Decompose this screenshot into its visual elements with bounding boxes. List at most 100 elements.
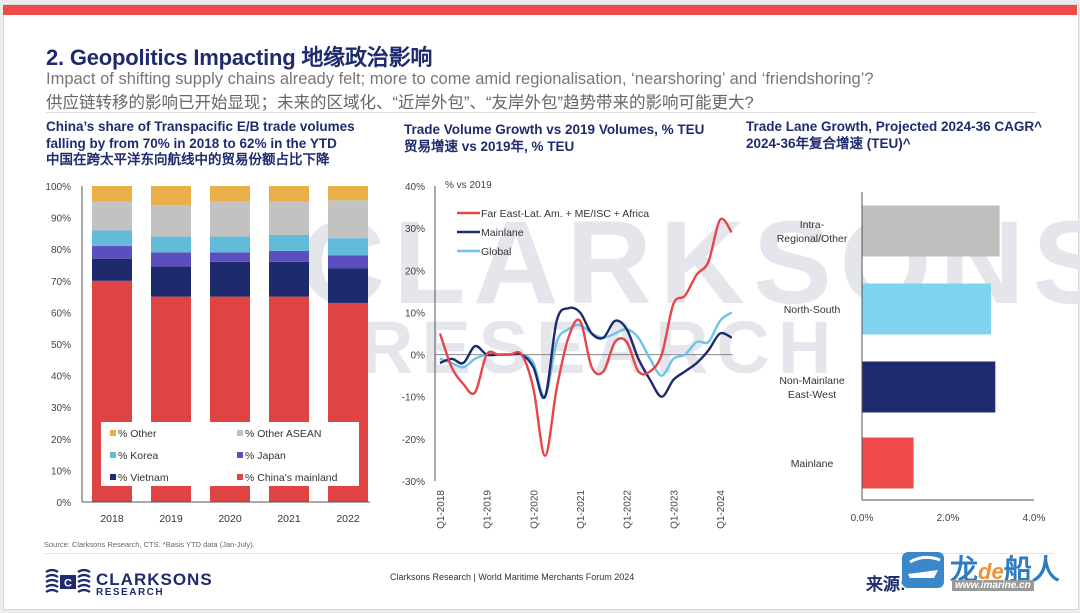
x-tick-label: Q1-2020 [529,490,540,529]
x-tick-label: Q1-2023 [669,490,680,529]
x-tick-label: 2.0% [937,513,960,524]
x-tick-label: 2018 [100,513,124,525]
bar-segment [210,186,250,202]
bar-segment [210,236,250,253]
x-tick-label: 2022 [336,513,360,525]
x-tick-label: 4.0% [1023,513,1046,524]
legend-label: % Japan [245,450,286,462]
y-tick-label: 30% [51,403,71,414]
y-tick-label: 0% [411,351,426,362]
legend-label: Global [481,246,511,258]
bar-segment [92,258,132,281]
logo-name: CLARKSONS [96,570,213,589]
y-tick-label: -30% [402,477,425,488]
y-tick-label: 20% [51,435,71,446]
bar-segment [269,186,309,202]
y-tick-label: 0% [57,498,72,509]
legend-box [101,422,359,486]
bar [862,361,996,413]
chart3-title: Trade Lane Growth, Projected 2024-36 CAG… [746,119,1042,152]
page-title: 2. Geopolitics Impacting 地缘政治影响 [46,45,433,70]
y-tick-label: 50% [51,340,71,351]
chart2-title-line: Trade Volume Growth vs 2019 Volumes, % T… [404,122,705,137]
bar-segment [328,238,368,256]
footer-center-text: Clarksons Research | World Maritime Merc… [390,572,635,582]
chart3-title-line: Trade Lane Growth, Projected 2024-36 CAG… [746,119,1042,134]
subtitle-en: Impact of shifting supply chains already… [46,70,874,88]
bar-segment [151,266,191,297]
ship-icon [902,552,944,588]
bar-segment [328,186,368,201]
legend-swatch [110,430,116,436]
legend-swatch [237,430,243,436]
bar-segment [328,200,368,239]
bar-segment [269,261,309,297]
bar [862,437,914,489]
bar [862,205,1000,257]
category-label: Mainlane [791,458,834,470]
bar-segment [92,230,132,247]
category-label: Non-Mainlane [779,375,845,387]
bar-segment [269,201,309,235]
bar-segment [92,201,132,231]
chart2-title-line: 贸易增速 vs 2019年, % TEU [404,138,575,154]
y-tick-label: 80% [51,245,71,256]
watermark-url: www.imarine.cn [952,580,1034,591]
y-tick-label: 10% [405,308,425,319]
x-tick-label: 2021 [277,513,301,525]
bar-segment [92,246,132,259]
y-tick-label: -10% [402,393,425,404]
y-tick-label: 40% [51,372,71,383]
bar-segment [210,261,250,297]
category-label: Intra- [800,219,825,231]
y-tick-label: 70% [51,277,71,288]
y-tick-label: 10% [51,466,71,477]
brand-long: 龙 [950,554,979,585]
brand-de: de [978,559,1004,584]
y-tick-label: 40% [405,182,425,193]
divider [46,112,1036,113]
legend-swatch [237,452,243,458]
legend-label: Far East-Lat. Am. + ME/ISC + Africa [481,208,649,220]
x-tick-label: 0.0% [851,513,874,524]
bar-segment [151,186,191,205]
clarksons-logo-icon: C [45,568,91,593]
y-tick-label: 90% [51,214,71,225]
legend-label: % Other [118,428,157,440]
accent-bar [3,5,1077,15]
legend-label: % Vietnam [118,472,169,484]
footer-divider [44,553,1054,554]
chart1-title: China’s share of Transpacific E/B trade … [46,119,355,169]
bar-segment [151,204,191,237]
bar-segment [269,234,309,251]
bar-segment [92,186,132,202]
bar [862,283,991,335]
y-tick-label: 60% [51,308,71,319]
category-label: Regional/Other [777,233,848,245]
series-line [438,217,733,457]
legend-swatch [110,452,116,458]
source-note: Source: Clarksons Research, CTS. *Basis … [44,540,255,549]
chart1-title-line: China’s share of Transpacific E/B trade … [46,119,355,134]
x-tick-label: Q1-2018 [436,490,447,529]
chart3-title-line: 2024-36年复合增速 (TEU)^ [746,135,911,151]
chart1-title-line: 中国在跨太平洋东向航线中的贸易份额占比下降 [46,152,330,167]
bar-segment [210,201,250,237]
y-tick-label: -20% [402,435,425,446]
brand-chuanren: 船人 [1003,554,1060,585]
bar-segment [210,252,250,262]
watermark-prefix: 来源: [866,575,906,594]
bar-segment [151,236,191,253]
logo-letter: C [64,578,72,590]
x-tick-label: Q1-2024 [716,490,727,529]
bar-segment [328,255,368,269]
bar-segment [151,252,191,267]
x-tick-label: 2020 [218,513,242,525]
legend-label: % Other ASEAN [245,428,321,440]
x-tick-label: Q1-2022 [623,490,634,529]
x-tick-label: Q1-2021 [576,490,587,529]
logo-sub: RESEARCH [96,587,165,598]
